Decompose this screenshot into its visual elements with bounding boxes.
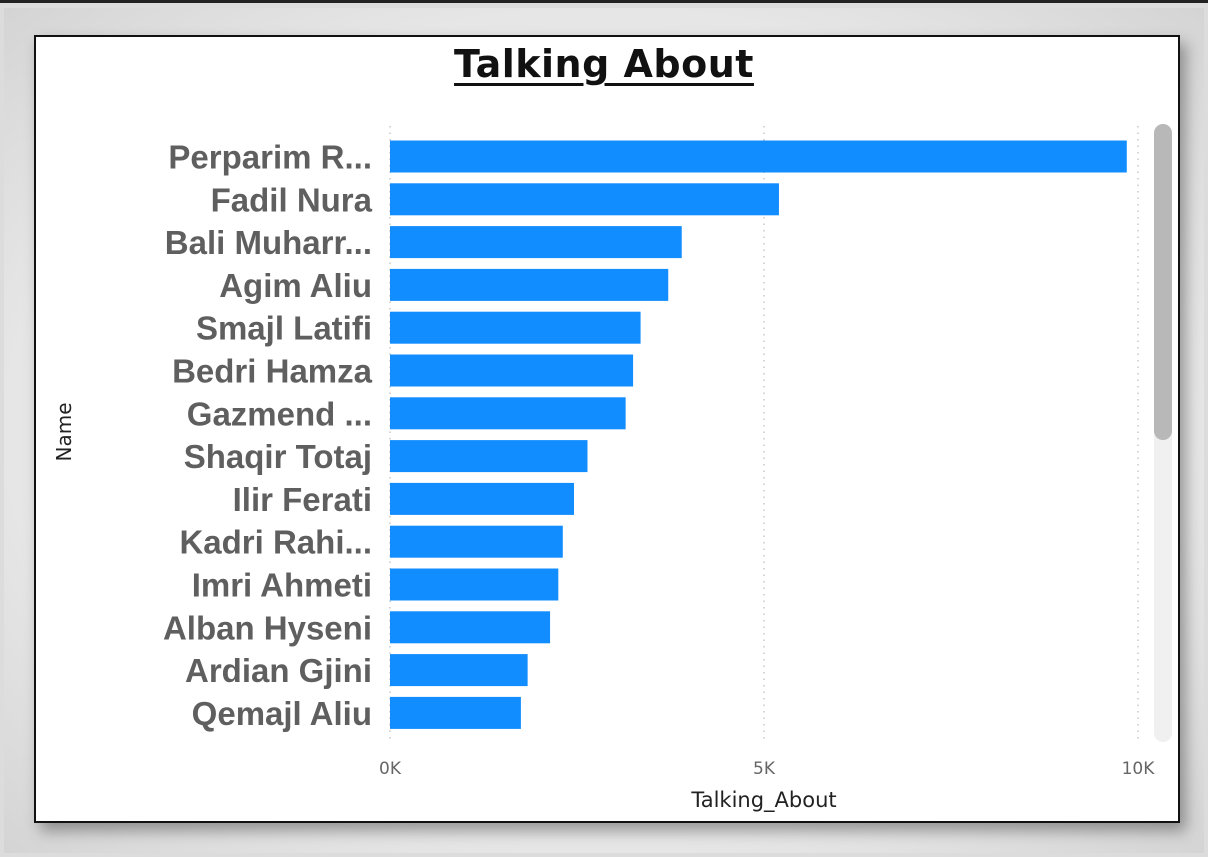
bar[interactable] [390, 611, 551, 644]
bar[interactable] [390, 654, 528, 687]
category-label: Imri Ahmeti [192, 567, 372, 604]
bar[interactable] [390, 140, 1127, 173]
category-label: Perparim R... [168, 139, 372, 176]
bar[interactable] [390, 354, 634, 387]
x-axis-title: Talking_About [691, 788, 837, 812]
chart-title-text: Talking About [454, 42, 754, 86]
category-label: Ilir Ferati [233, 481, 372, 518]
top-border-line [0, 0, 1208, 3]
category-label: Gazmend ... [187, 395, 372, 432]
bar[interactable] [390, 440, 588, 473]
category-label: Agim Aliu [219, 267, 372, 304]
x-tick-label: 5K [753, 759, 776, 779]
bar[interactable] [390, 397, 626, 430]
bar[interactable] [390, 482, 575, 515]
category-label: Shaqir Totaj [184, 438, 372, 475]
bar[interactable] [390, 568, 559, 601]
category-label: Bali Muharr... [165, 224, 372, 261]
category-label: Smajl Latifi [196, 310, 372, 347]
category-label: Alban Hyseni [163, 609, 372, 646]
x-tick-label: 10K [1122, 759, 1156, 779]
bar[interactable] [390, 183, 779, 216]
category-label: Ardian Gjini [185, 652, 372, 689]
bar[interactable] [390, 696, 521, 729]
x-tick-label: 0K [379, 759, 402, 779]
category-label: Qemajl Aliu [192, 695, 372, 732]
bar[interactable] [390, 525, 563, 558]
bar[interactable] [390, 311, 641, 344]
bar[interactable] [390, 268, 669, 301]
scrollbar-thumb[interactable] [1154, 124, 1172, 440]
chart-title: Talking About [0, 42, 1208, 86]
bar[interactable] [390, 226, 682, 259]
category-label: Fadil Nura [211, 181, 373, 218]
category-label: Bedri Hamza [172, 353, 373, 390]
category-label: Kadri Rahi... [179, 524, 372, 561]
